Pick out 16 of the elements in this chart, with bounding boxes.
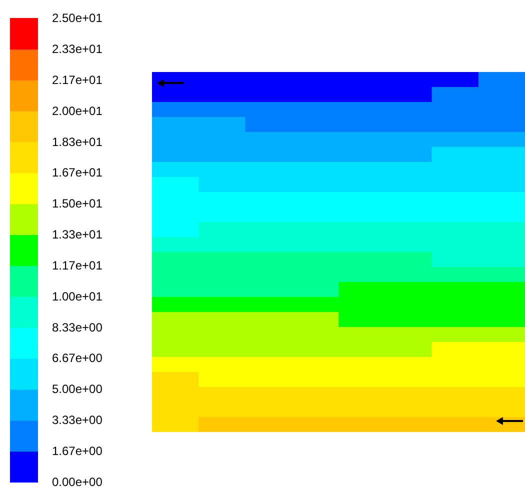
- color-bar-label: 2.33e+01: [52, 42, 103, 56]
- color-bar-label: 6.67e+00: [52, 351, 103, 366]
- color-bar-label: 2.17e+01: [52, 72, 103, 87]
- color-bar-label: 3.33e+00: [52, 413, 103, 428]
- color-bar-label: 5.00e+00: [52, 382, 103, 396]
- color-bar-label: 1.83e+01: [52, 134, 103, 149]
- color-bar-label: 2.50e+01: [52, 11, 103, 25]
- color-bar-label: 1.67e+01: [52, 166, 103, 180]
- color-bar-label: 1.50e+01: [52, 196, 103, 211]
- color-bar-label: 1.00e+01: [52, 289, 103, 304]
- color-bar-label: 1.17e+01: [52, 258, 103, 272]
- color-bar-label: 8.33e+00: [52, 320, 103, 334]
- color-bar-label: 0.00e+00: [52, 475, 103, 489]
- color-bar-label: 1.67e+00: [52, 444, 103, 458]
- color-bar-label: 1.33e+01: [52, 228, 103, 242]
- color-bar-label: 2.00e+01: [52, 104, 103, 118]
